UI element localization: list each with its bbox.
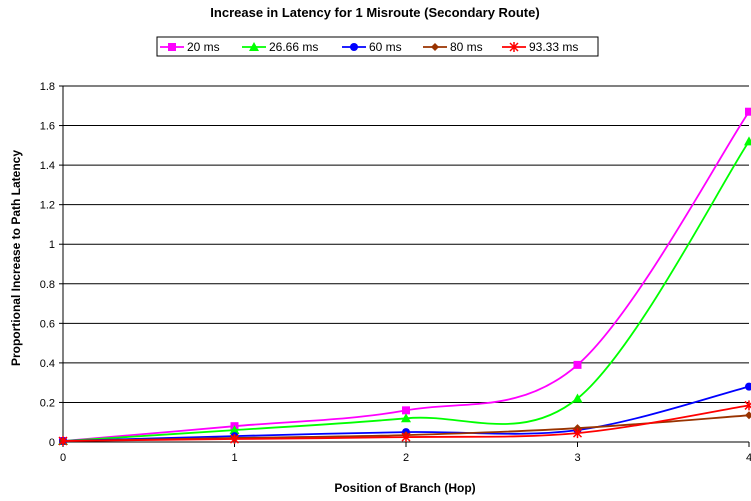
legend-label: 80 ms [450, 40, 483, 54]
legend-label: 93.33 ms [529, 40, 578, 54]
chart-title: Increase in Latency for 1 Misroute (Seco… [210, 5, 539, 20]
series-layer [58, 107, 751, 447]
legend-item: 20 ms [160, 40, 220, 54]
data-point [573, 360, 582, 369]
series-line [62, 140, 750, 442]
legend-item: 26.66 ms [242, 40, 318, 54]
y-tick-label: 1.2 [40, 200, 55, 212]
y-tick-label: 0.2 [40, 397, 55, 409]
legend-marker [350, 43, 358, 51]
legend-marker [249, 42, 259, 51]
y-tick-label: 0.8 [40, 279, 55, 291]
legend-label: 20 ms [187, 40, 220, 54]
data-point [229, 425, 240, 435]
data-point [572, 428, 583, 439]
x-tick-label: 3 [574, 452, 580, 464]
legend-marker [168, 43, 176, 51]
data-point [58, 436, 68, 447]
data-point [745, 107, 751, 116]
y-tick-label: 1.6 [40, 121, 55, 133]
legend-label: 26.66 ms [269, 40, 318, 54]
data-point [401, 432, 411, 443]
y-tick-label: 0.6 [40, 318, 55, 330]
y-tick-label: 0.4 [40, 358, 55, 370]
legend-marker [431, 43, 439, 51]
y-tick-label: 1.8 [40, 81, 55, 93]
x-tick-label: 0 [60, 452, 66, 464]
x-tick-labels: 0 1 2 3 4 [60, 452, 751, 464]
y-tick-labels: 0 0.2 0.4 0.6 0.8 1 1.2 1.4 1.6 1.8 [40, 81, 55, 449]
legend-item: 60 ms [342, 40, 402, 54]
gridlines [59, 85, 749, 443]
data-point [744, 136, 751, 146]
x-tick-label: 2 [403, 452, 409, 464]
y-tick-label: 0 [49, 437, 55, 449]
data-point [229, 434, 240, 445]
legend-label: 60 ms [369, 40, 402, 54]
series-20-ms [59, 107, 751, 446]
data-point [745, 382, 751, 391]
x-axis-title: Position of Branch (Hop) [334, 481, 475, 495]
series-line [62, 111, 750, 442]
legend-item: 93.33 ms [502, 40, 578, 54]
data-point [572, 393, 583, 403]
legend-marker [509, 42, 519, 52]
y-axis-title: Proportional Increase to Path Latency [9, 150, 23, 366]
x-tick-label: 1 [231, 452, 237, 464]
data-point [401, 413, 411, 423]
x-tick-label: 4 [746, 452, 751, 464]
series-26-66-ms [58, 136, 751, 446]
data-point [745, 411, 751, 420]
axes [62, 86, 750, 447]
series-93-33-ms [58, 400, 751, 447]
legend: 20 ms 26.66 ms 60 ms 80 ms 93.33 ms [156, 36, 599, 57]
data-point [402, 406, 410, 415]
legend-box [156, 36, 599, 57]
y-tick-label: 1.4 [40, 160, 55, 172]
data-point [744, 400, 751, 411]
legend-item: 80 ms [423, 40, 483, 54]
y-tick-label: 1 [49, 239, 55, 251]
